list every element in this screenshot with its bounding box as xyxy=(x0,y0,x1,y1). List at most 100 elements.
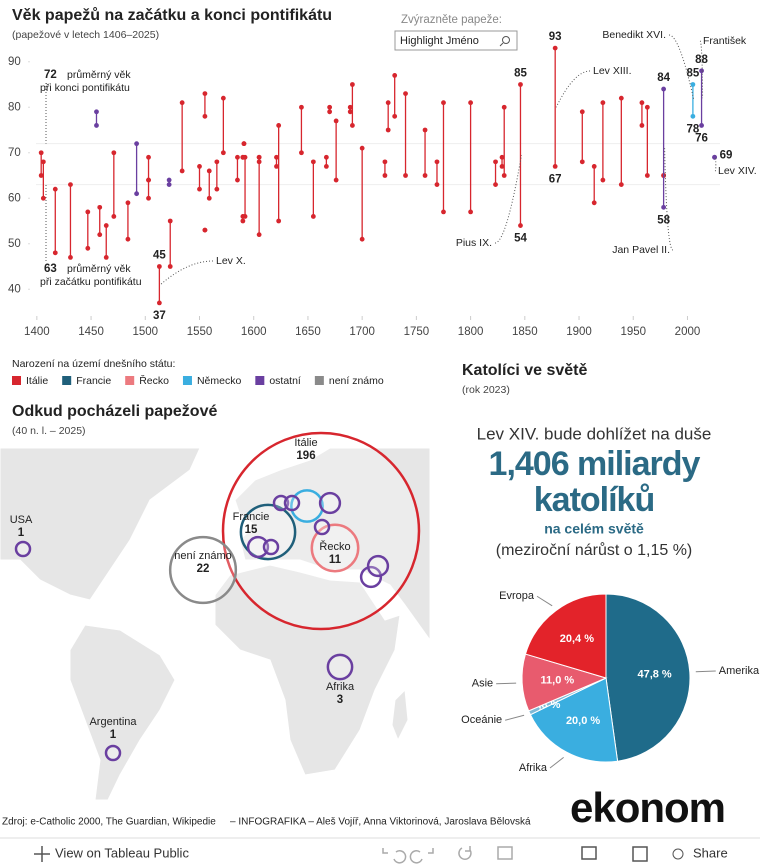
slice-value: 20,0 % xyxy=(566,715,600,727)
end-dot xyxy=(276,123,282,128)
x-tick-label: 1650 xyxy=(295,326,321,338)
average-value: 72 xyxy=(44,69,57,81)
start-dot xyxy=(441,209,446,215)
redo[interactable] xyxy=(409,848,434,864)
share-button[interactable]: Share xyxy=(672,845,728,860)
legend: Itálie Francie Řecko Německo ostatní není zná… xyxy=(12,374,384,387)
end-dot xyxy=(579,109,585,115)
bubble xyxy=(290,489,324,523)
search-icon xyxy=(502,36,510,44)
end-dot xyxy=(441,100,446,106)
pie-slice xyxy=(524,593,607,679)
average-text: průměrný věk xyxy=(67,69,131,81)
bubble-label: Argentina xyxy=(89,716,137,728)
pie-slice xyxy=(605,593,691,762)
end-dot xyxy=(501,104,507,110)
bubble xyxy=(318,491,342,515)
revert[interactable] xyxy=(458,846,472,860)
start-dot xyxy=(600,177,606,183)
end-dot xyxy=(179,100,185,106)
end-dot xyxy=(134,141,140,147)
bubble-label: není známo xyxy=(174,550,231,562)
end-dot xyxy=(591,164,597,169)
end-dot xyxy=(242,154,248,160)
undo[interactable] xyxy=(382,848,407,864)
slice-leader xyxy=(505,714,525,721)
end-dot xyxy=(349,82,355,87)
start-dot xyxy=(206,195,212,201)
bubble-value: 196 xyxy=(296,450,315,462)
search-box[interactable]: Highlight Jméno xyxy=(394,30,518,51)
x-tick-label: 1600 xyxy=(241,326,267,338)
download[interactable] xyxy=(581,846,597,860)
end-dot xyxy=(68,182,73,188)
end-dot xyxy=(600,100,606,106)
bubble xyxy=(310,523,360,573)
pope-name: Jan Pavel II. xyxy=(612,244,670,256)
start-dot xyxy=(403,173,408,178)
tableau-link-text[interactable]: View on Tableau Public xyxy=(55,845,189,860)
slice-value: 11,0 % xyxy=(541,675,575,687)
share-text[interactable]: Share xyxy=(693,845,728,860)
tableau-icon xyxy=(34,846,50,862)
name-leader xyxy=(668,34,695,101)
end-dot xyxy=(166,177,172,183)
start-dot xyxy=(323,164,329,169)
legend-swatch xyxy=(62,376,72,385)
bubble xyxy=(262,538,280,556)
end-dot xyxy=(359,145,365,151)
fullscreen[interactable] xyxy=(632,846,648,862)
start-dot xyxy=(618,182,624,188)
x-tick-label: 1900 xyxy=(566,326,592,338)
pie-title: Katolíci ve světě xyxy=(462,362,588,379)
name-leader xyxy=(555,70,591,108)
average-value: 63 xyxy=(44,263,57,275)
x-tick-label: 1950 xyxy=(620,326,646,338)
end-dot xyxy=(94,109,99,115)
end-value: 45 xyxy=(153,250,166,262)
end-value: 69 xyxy=(720,149,733,161)
map-title: Odkud pocházeli papežové xyxy=(12,403,217,420)
start-dot xyxy=(327,109,333,115)
bubble xyxy=(168,535,238,605)
start-dot xyxy=(499,164,505,169)
slice-label: Oceánie xyxy=(461,714,502,726)
start-dot xyxy=(167,264,173,269)
bubble xyxy=(239,503,297,561)
x-tick-label: 1450 xyxy=(78,326,104,338)
map-subtitle: (40 n. l. – 2025) xyxy=(12,425,86,437)
land xyxy=(214,564,401,776)
logo: ekonom xyxy=(570,784,725,831)
pause[interactable] xyxy=(497,846,513,860)
legend-label: Francie xyxy=(76,375,111,387)
start-dot xyxy=(111,214,117,219)
name-leader xyxy=(714,157,717,172)
start-dot xyxy=(240,218,246,224)
end-dot xyxy=(241,141,247,147)
end-dot xyxy=(167,218,173,224)
bubble xyxy=(326,653,354,681)
land xyxy=(69,624,176,801)
tableau-link[interactable]: View on Tableau Public xyxy=(34,845,189,862)
end-dot xyxy=(499,154,505,160)
end-value: 85 xyxy=(686,68,699,80)
end-dot xyxy=(333,118,339,124)
end-dot xyxy=(552,45,558,51)
end-dot xyxy=(327,104,333,110)
bubble xyxy=(14,540,32,558)
pope-name: František xyxy=(703,35,747,47)
end-dot xyxy=(146,154,151,160)
end-value: 84 xyxy=(657,72,670,84)
search-icon xyxy=(499,42,504,47)
end-value: 88 xyxy=(695,54,708,66)
bubble-value: 15 xyxy=(245,524,258,536)
start-dot xyxy=(103,255,109,260)
legend-label: není známo xyxy=(329,375,384,387)
end-dot xyxy=(690,82,696,87)
x-tick-label: 1500 xyxy=(132,326,158,338)
bubble xyxy=(313,518,331,536)
search-field[interactable] xyxy=(394,30,518,51)
start-dot xyxy=(347,109,353,115)
